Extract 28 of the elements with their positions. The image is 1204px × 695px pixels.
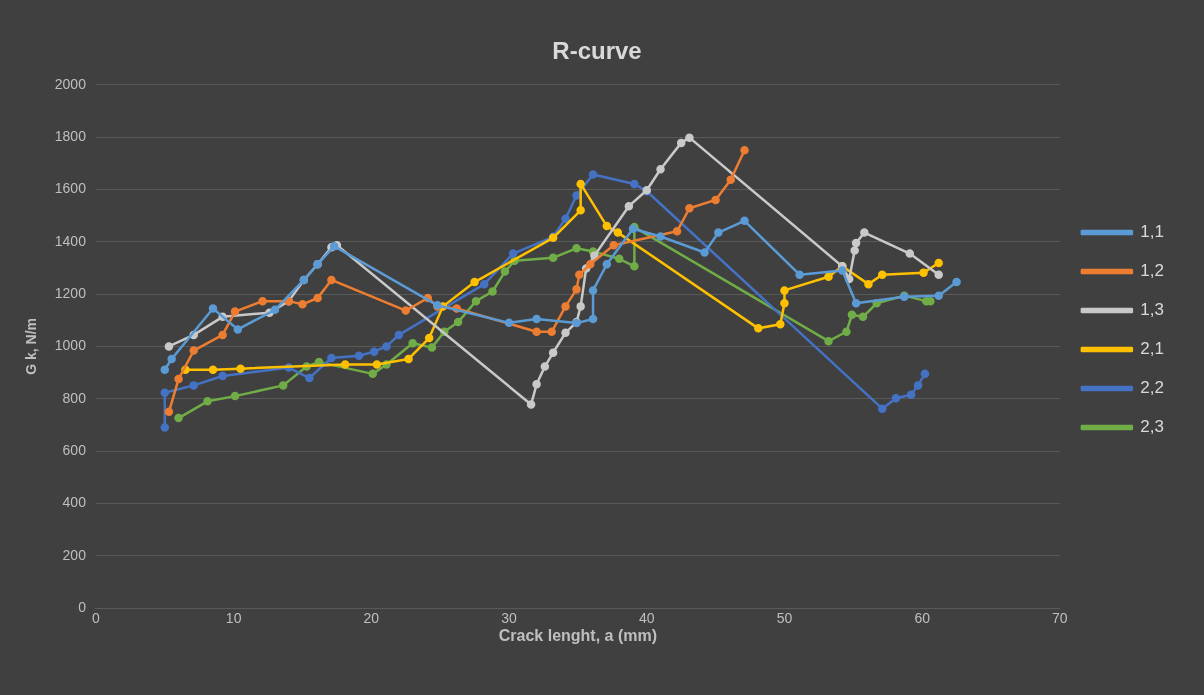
y-axis-title: G k, N/m — [23, 318, 40, 375]
x-tick-label: 70 — [1052, 610, 1068, 627]
x-tick-label: 10 — [225, 610, 242, 627]
y-tick-label: 1800 — [54, 127, 87, 144]
legend-label: 1,2 — [1140, 261, 1165, 281]
x-tick-label: 60 — [914, 610, 931, 627]
x-tick-label: 30 — [501, 610, 518, 627]
y-tick-label: 1600 — [54, 180, 87, 197]
y-tick-label: 200 — [62, 546, 87, 563]
y-tick-label: 2000 — [54, 75, 87, 92]
y-tick-label: 1200 — [54, 284, 87, 301]
legend-label: 2,2 — [1140, 378, 1165, 398]
legend-label: 1,3 — [1140, 300, 1165, 320]
x-tick-label: 40 — [638, 610, 655, 627]
y-tick-label: 800 — [62, 389, 87, 406]
legend-label: 2,1 — [1140, 339, 1165, 359]
x-tick-label: 20 — [363, 610, 380, 627]
legend-label: 2,3 — [1140, 417, 1165, 437]
x-tick-label: 0 — [92, 610, 101, 627]
y-tick-label: 400 — [62, 494, 87, 511]
legend-label: 1,1 — [1140, 222, 1165, 242]
x-axis-title: Crack lenght, a (mm) — [498, 626, 658, 644]
y-tick-label: 1400 — [54, 232, 87, 249]
chart-title: R-curve — [552, 37, 642, 65]
y-tick-label: 600 — [62, 441, 87, 458]
y-tick-label: 0 — [78, 598, 87, 615]
x-tick-label: 50 — [776, 610, 793, 627]
y-tick-label: 1000 — [54, 337, 87, 354]
